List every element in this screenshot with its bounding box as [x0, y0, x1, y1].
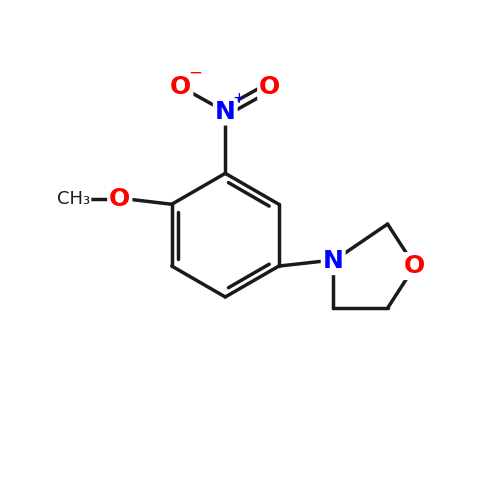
Text: −: −	[188, 64, 202, 82]
Text: N: N	[323, 249, 344, 273]
Text: +: +	[232, 91, 245, 106]
Text: N: N	[215, 100, 236, 124]
Text: O: O	[259, 75, 280, 99]
Text: O: O	[404, 254, 425, 278]
Text: O: O	[170, 75, 192, 99]
Text: O: O	[109, 188, 130, 212]
Text: CH₃: CH₃	[58, 190, 90, 208]
